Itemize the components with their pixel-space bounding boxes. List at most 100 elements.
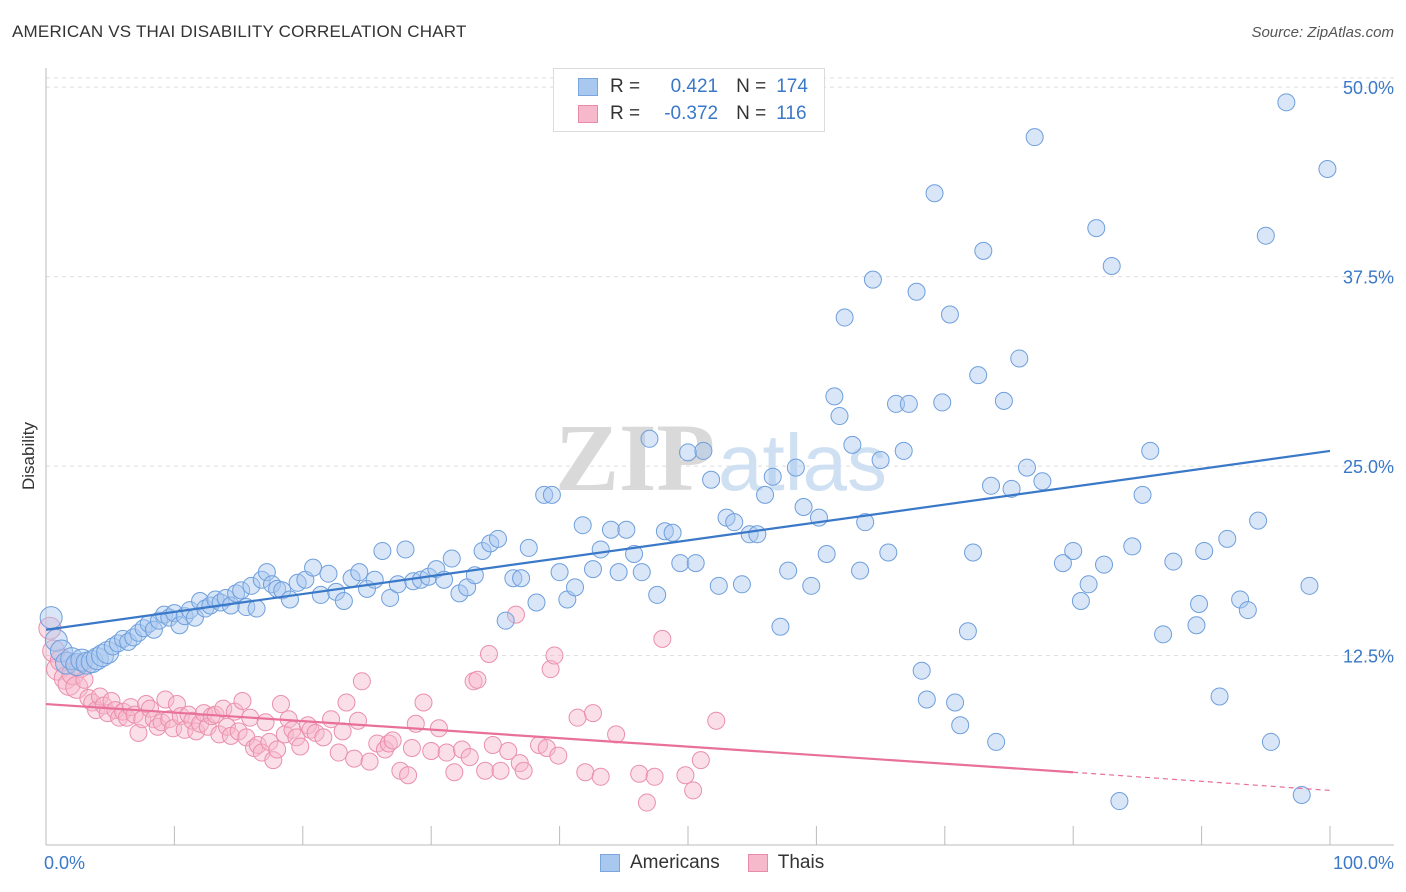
thais-point (653, 629, 672, 648)
americans-point (1195, 541, 1214, 560)
americans-point (940, 305, 959, 324)
americans-point (304, 558, 323, 577)
thais-point (437, 743, 456, 762)
americans-point (496, 611, 515, 630)
thais-point (337, 693, 356, 712)
americans-point (583, 560, 602, 579)
thais-swatch (578, 105, 598, 123)
thais-point (479, 645, 498, 664)
legend-label: Americans (630, 852, 720, 873)
americans-point (702, 470, 721, 489)
y-tick-label: 12.5% (1343, 647, 1394, 667)
americans-point (566, 578, 585, 597)
thais-point (399, 766, 418, 785)
legend-label: Thais (777, 852, 825, 873)
thais-point (541, 660, 560, 679)
americans-point (334, 591, 353, 610)
americans-point (170, 616, 189, 635)
thais-point (476, 761, 495, 780)
americans-point (851, 561, 870, 580)
americans-point (1053, 554, 1072, 573)
americans-point (442, 549, 461, 568)
americans-point (994, 391, 1013, 410)
thais-point (314, 728, 333, 747)
americans-point (802, 576, 821, 595)
americans-point (899, 394, 918, 413)
americans-point (1102, 257, 1121, 276)
americans-point (1010, 349, 1029, 368)
americans-point (144, 620, 163, 639)
americans-point (1238, 601, 1257, 620)
americans-point (871, 451, 890, 470)
thais-point (499, 742, 518, 761)
americans-point (427, 560, 446, 579)
thais-point (256, 713, 275, 732)
thais-point (429, 719, 448, 738)
legend-item-americans[interactable]: Americans (600, 852, 720, 874)
americans-point (987, 732, 1006, 751)
americans-point (786, 458, 805, 477)
americans-point (907, 282, 926, 301)
americans-point (1231, 590, 1250, 609)
thais-point (691, 751, 710, 770)
americans-point (39, 606, 63, 630)
thais-point (329, 743, 348, 762)
americans-point (247, 599, 266, 618)
thais-point (129, 723, 148, 742)
americans-point (227, 584, 246, 603)
americans-point (974, 241, 993, 260)
trend-lines (45, 449, 1331, 792)
americans-swatch (600, 854, 620, 872)
americans-point (725, 513, 744, 532)
americans-point (843, 435, 862, 454)
thais-point (214, 699, 233, 718)
source-label: Source: ZipAtlas.com (1251, 24, 1394, 41)
thais-point (90, 687, 109, 706)
americans-point (1025, 128, 1044, 147)
thais-point (422, 742, 441, 761)
r-value: -0.372 (664, 103, 719, 124)
watermark-zip: ZIP (555, 404, 715, 511)
thais-point (607, 725, 626, 744)
americans-point (1164, 552, 1183, 571)
americans-point (1210, 687, 1229, 706)
chart-title: AMERICAN VS THAI DISABILITY CORRELATION … (12, 22, 467, 41)
thais-point (645, 767, 664, 786)
y-tick-label: 50.0% (1343, 78, 1394, 98)
americans-point (512, 569, 531, 588)
grid-lines (46, 77, 1394, 657)
americans-point (1190, 595, 1209, 614)
americans-point (964, 543, 983, 562)
thais-point (568, 708, 587, 727)
americans-point (273, 581, 292, 600)
y-axis-label: Disability (19, 421, 38, 490)
thais-trend-line (45, 702, 1074, 774)
stats-legend: R = 0.421 N = 174 R = -0.372 N = 116 (553, 68, 825, 132)
americans-point (912, 661, 931, 680)
legend-item-thais[interactable]: Thais (747, 852, 825, 874)
thais-point (264, 751, 283, 770)
americans-point (504, 569, 523, 588)
thais-trend-projection (1073, 771, 1331, 792)
americans-point (242, 576, 261, 595)
americans-point (550, 563, 569, 582)
americans-point (917, 690, 936, 709)
n-label: N = (736, 103, 767, 124)
thais-point (583, 704, 602, 723)
thais-point (460, 748, 479, 767)
stats-legend-americans: R = 0.421 N = 174 (578, 74, 808, 100)
americans-point (149, 611, 168, 630)
americans-point (617, 520, 636, 539)
americans-point (1300, 576, 1319, 595)
americans-point (1087, 219, 1106, 238)
americans-point (473, 541, 492, 560)
thais-point (468, 670, 487, 689)
thais-point (291, 737, 310, 756)
americans-point (648, 585, 667, 604)
americans-point (732, 575, 751, 594)
americans-point (1033, 472, 1052, 491)
americans-point (679, 443, 697, 462)
r-label: R = (610, 103, 641, 124)
americans-point (1133, 485, 1152, 504)
americans-point (740, 525, 759, 544)
